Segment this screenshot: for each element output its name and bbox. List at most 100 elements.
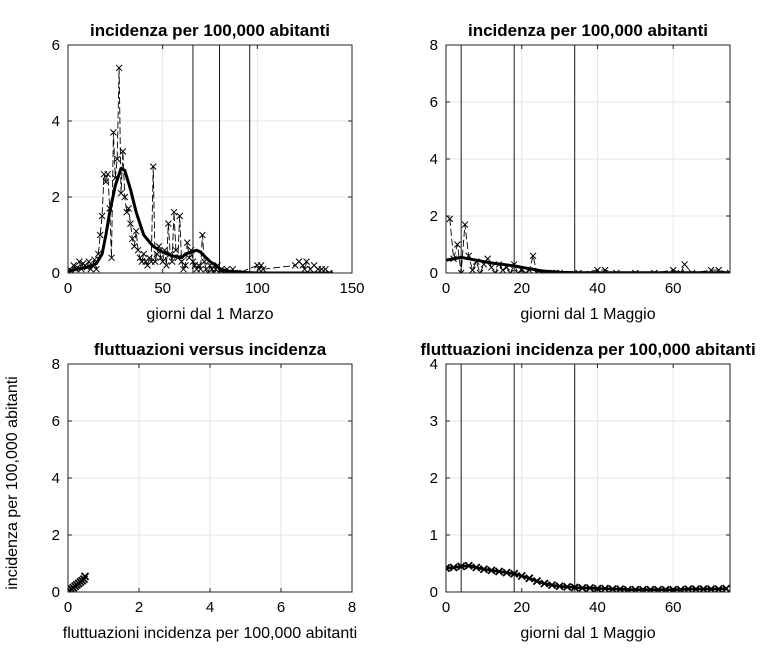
data-point-marker [631,269,639,273]
data-point-marker [80,572,90,581]
series-group [68,64,334,273]
data-point-marker [499,266,507,273]
y-tick-label: 8 [52,356,60,373]
chart-title: fluttuazioni versus incidenza [94,340,327,359]
data-point-marker [121,193,129,201]
data-point-marker [115,64,123,72]
data-point-marker [197,265,204,273]
data-point-marker [180,265,187,273]
subplot-2: 0 20 40 60 0 2 4 6 8 incidenza per 100,000 abitan… [430,21,731,323]
x-tick-label: 2 [135,599,143,616]
data-point-marker [699,585,708,592]
x-tick-label: 4 [206,599,214,616]
data-point-marker [532,577,542,586]
data-point-marker [76,258,83,265]
data-point-marker [540,579,549,588]
x-tick-label: 0 [442,599,450,616]
x-tick-label: 20 [513,599,530,616]
data-point-marker [301,265,309,273]
y-tick-label: 4 [52,113,60,130]
data-point-marker [146,254,153,262]
x-axis-label: giorni dal 1 Maggio [520,625,655,642]
x-axis-label: giorni dal 1 Marzo [146,306,273,323]
data-point-marker [182,262,189,269]
x-tick-label: 8 [348,599,356,616]
data-point-marker [522,269,529,273]
series-group [446,561,730,592]
data-point-marker [183,239,191,246]
data-point-marker [325,269,333,273]
data-point-marker [638,585,648,592]
data-point-marker [199,231,206,239]
data-point-marker [677,269,685,273]
data-point-marker [510,569,519,578]
y-tick-label: 2 [430,208,438,225]
chart-title: fluttuazioni incidenza per 100,000 abita… [420,340,755,359]
data-point-marker [676,585,685,592]
data-point-marker [257,262,265,269]
series-line [68,167,334,273]
data-point-marker [563,582,572,592]
data-point-marker [600,584,610,592]
data-point-marker [616,585,625,592]
data-point-marker [102,178,110,186]
data-point-marker [108,254,115,262]
data-point-marker [149,163,157,170]
data-point-marker [555,582,564,591]
data-point-marker [176,212,184,220]
data-point-marker [151,258,159,265]
data-point-marker [140,250,148,258]
data-point-marker [578,583,587,592]
data-point-marker [469,266,476,273]
data-point-marker [570,583,579,592]
x-tick-label: 100 [245,280,270,297]
x-tick-label: 0 [442,280,450,297]
data-point-marker [129,235,136,243]
data-point-marker [608,585,617,592]
y-tick-label: 0 [430,584,438,601]
data-point-marker [613,269,620,273]
y-tick-label: 1 [430,527,438,544]
data-point-marker [669,585,678,592]
y-tick-label: 2 [430,470,438,487]
x-tick-label: 0 [64,280,72,297]
x-tick-label: 0 [64,599,72,616]
data-point-marker [113,155,121,163]
y-tick-label: 4 [52,470,60,487]
y-tick-label: 0 [52,584,60,601]
data-point-marker [446,215,454,223]
data-point-marker [93,265,100,273]
data-point-marker [653,585,663,592]
data-point-marker [646,585,655,592]
data-point-marker [123,208,131,216]
data-point-marker [134,246,142,254]
data-point-marker [119,148,127,155]
y-tick-label: 3 [430,413,438,430]
data-point-marker [525,574,534,583]
data-point-marker [479,565,489,574]
data-point-marker [681,261,688,268]
data-point-marker [210,269,218,273]
data-point-marker [585,583,595,592]
y-tick-label: 6 [52,37,60,54]
chart-title: incidenza per 100,000 abitanti [90,21,330,40]
data-point-marker [457,269,465,273]
y-tick-label: 6 [52,413,60,430]
subplot-1: 0 50 100 150 0 2 4 6 incidenza per 100,000 abita… [52,21,365,323]
x-tick-label: 50 [154,280,171,297]
y-axis-label: incidenza per 100,000 abitanti [4,376,21,590]
data-point-marker [125,205,132,212]
y-tick-label: 2 [52,527,60,544]
data-point-marker [157,254,165,262]
subplot-3: 0 2 4 6 8 0 2 4 6 8 fluttuazioni versus incidenza f… [4,340,357,642]
data-point-marker [631,585,640,592]
x-tick-label: 20 [513,280,530,297]
data-point-marker [650,269,658,273]
data-point-marker [491,269,499,273]
data-point-marker [472,563,481,572]
axes-frame [67,44,353,274]
y-tick-label: 2 [52,189,60,206]
data-point-marker [726,269,730,273]
